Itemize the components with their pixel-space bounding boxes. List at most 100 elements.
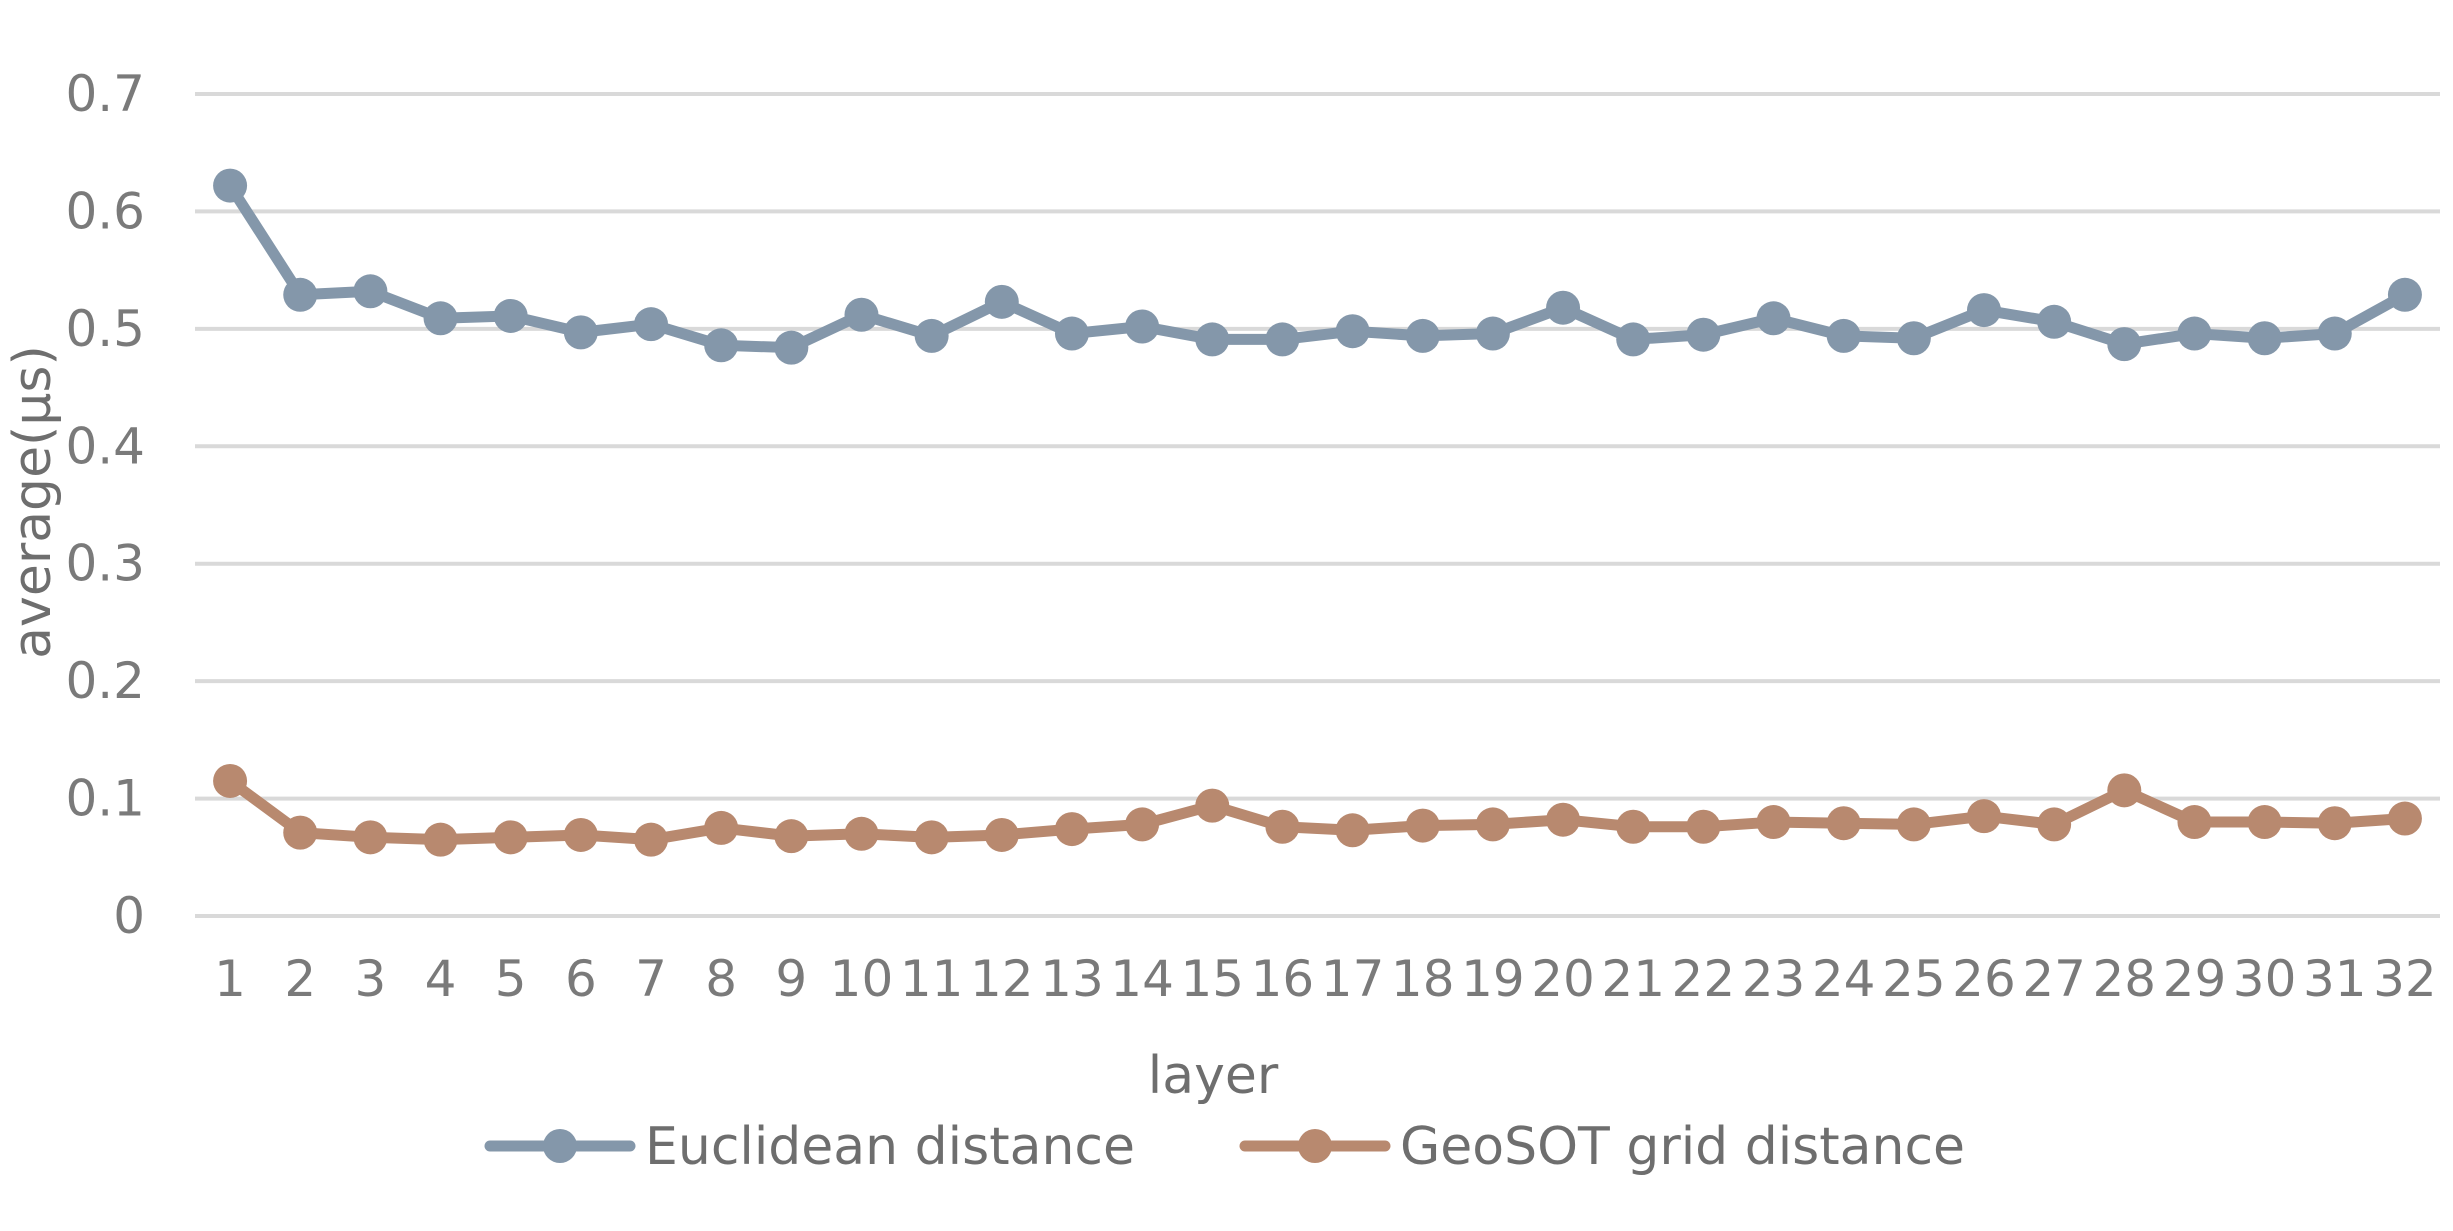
data-point xyxy=(704,328,739,363)
x-tick-label: 28 xyxy=(2092,950,2156,1008)
x-tick-label: 19 xyxy=(1461,950,1525,1008)
data-point xyxy=(1616,809,1651,844)
data-point xyxy=(914,820,949,855)
data-point xyxy=(2317,316,2352,351)
data-point xyxy=(213,168,248,203)
y-tick-label: 0.1 xyxy=(65,770,145,828)
data-point xyxy=(1335,813,1370,848)
data-point xyxy=(1335,314,1370,349)
data-point xyxy=(493,298,528,333)
series-group xyxy=(213,168,2422,857)
data-point xyxy=(2387,801,2422,836)
data-point xyxy=(283,815,318,850)
x-tick-label: 9 xyxy=(775,950,807,1008)
data-point xyxy=(2037,304,2072,339)
data-point xyxy=(2247,805,2282,840)
data-point xyxy=(1475,807,1510,842)
data-point xyxy=(1125,807,1160,842)
x-tick-label: 1 xyxy=(214,950,246,1008)
data-point xyxy=(283,277,318,312)
data-point xyxy=(1265,322,1300,357)
data-point xyxy=(1896,321,1931,356)
data-point xyxy=(1756,301,1791,336)
legend-item: GeoSOT grid distance xyxy=(1239,1117,1965,1177)
gridlines xyxy=(195,92,2440,918)
x-tick-label: 23 xyxy=(1742,950,1806,1008)
data-point xyxy=(213,763,248,798)
data-point xyxy=(2037,807,2072,842)
x-tick-label: 6 xyxy=(565,950,597,1008)
legend-label: GeoSOT grid distance xyxy=(1400,1117,1965,1177)
x-tick-label: 18 xyxy=(1391,950,1455,1008)
x-tick-label: 14 xyxy=(1110,950,1174,1008)
y-tick-label: 0.3 xyxy=(65,535,145,593)
data-point xyxy=(1966,293,2001,328)
x-tick-label: 21 xyxy=(1601,950,1665,1008)
legend-label: Euclidean distance xyxy=(645,1117,1135,1177)
x-tick-label: 31 xyxy=(2303,950,2367,1008)
y-tick-label: 0.2 xyxy=(65,652,145,710)
data-point xyxy=(2387,277,2422,312)
data-point xyxy=(1054,316,1089,351)
x-tick-label: 15 xyxy=(1180,950,1244,1008)
data-point xyxy=(1054,812,1089,847)
data-point xyxy=(984,284,1019,319)
x-axis-ticks: 1 2 3 4 5 6 7 8 9 10 11 12 13 14 15 16 17 18 19 20 21 22 23 24 2… xyxy=(214,950,2437,1008)
data-point xyxy=(563,817,598,852)
x-tick-label: 26 xyxy=(1952,950,2016,1008)
legend-item: Euclidean distance xyxy=(484,1117,1135,1177)
x-tick-label: 29 xyxy=(2163,950,2227,1008)
x-tick-label: 16 xyxy=(1251,950,1315,1008)
data-point xyxy=(2107,773,2142,808)
x-tick-label: 13 xyxy=(1040,950,1104,1008)
y-tick-label: 0.6 xyxy=(65,182,145,240)
data-point xyxy=(774,819,809,854)
data-point xyxy=(1195,322,1230,357)
x-tick-label: 22 xyxy=(1672,950,1736,1008)
data-point xyxy=(493,820,528,855)
x-tick-label: 7 xyxy=(635,950,667,1008)
data-point xyxy=(774,330,809,365)
y-tick-label: 0.5 xyxy=(65,300,145,358)
data-point xyxy=(1405,808,1440,843)
data-point xyxy=(2177,316,2212,351)
data-point xyxy=(353,274,388,309)
data-point xyxy=(844,297,879,332)
x-tick-label: 4 xyxy=(425,950,457,1008)
legend-marker xyxy=(1298,1129,1332,1163)
data-point xyxy=(563,315,598,350)
data-point xyxy=(1265,809,1300,844)
x-tick-label: 25 xyxy=(1882,950,1946,1008)
data-point xyxy=(2247,321,2282,356)
x-axis-title: layer xyxy=(1148,1046,1279,1106)
data-point xyxy=(1125,309,1160,344)
data-point xyxy=(1546,290,1581,325)
series-2 xyxy=(213,763,2422,857)
y-tick-label: 0.4 xyxy=(65,417,145,475)
y-axis-ticks: 0 0.1 0.2 0.3 0.4 0.5 0.6 0.7 xyxy=(65,65,145,945)
data-point xyxy=(984,817,1019,852)
data-point xyxy=(1475,316,1510,351)
x-tick-label: 11 xyxy=(900,950,964,1008)
x-tick-label: 8 xyxy=(705,950,737,1008)
x-tick-label: 2 xyxy=(284,950,316,1008)
x-tick-label: 10 xyxy=(830,950,894,1008)
data-point xyxy=(1966,799,2001,834)
data-point xyxy=(1756,805,1791,840)
series-line xyxy=(224,775,2411,846)
x-tick-label: 30 xyxy=(2233,950,2297,1008)
y-tick-label: 0 xyxy=(113,887,145,945)
x-tick-label: 20 xyxy=(1531,950,1595,1008)
data-point xyxy=(1896,807,1931,842)
x-tick-label: 17 xyxy=(1321,950,1385,1008)
x-tick-label: 24 xyxy=(1812,950,1876,1008)
data-point xyxy=(1686,317,1721,352)
x-tick-label: 12 xyxy=(970,950,1034,1008)
data-point xyxy=(634,307,669,342)
data-point xyxy=(423,822,458,857)
data-point xyxy=(423,301,458,336)
data-point xyxy=(1616,322,1651,357)
data-point xyxy=(1546,802,1581,837)
data-point xyxy=(1826,806,1861,841)
